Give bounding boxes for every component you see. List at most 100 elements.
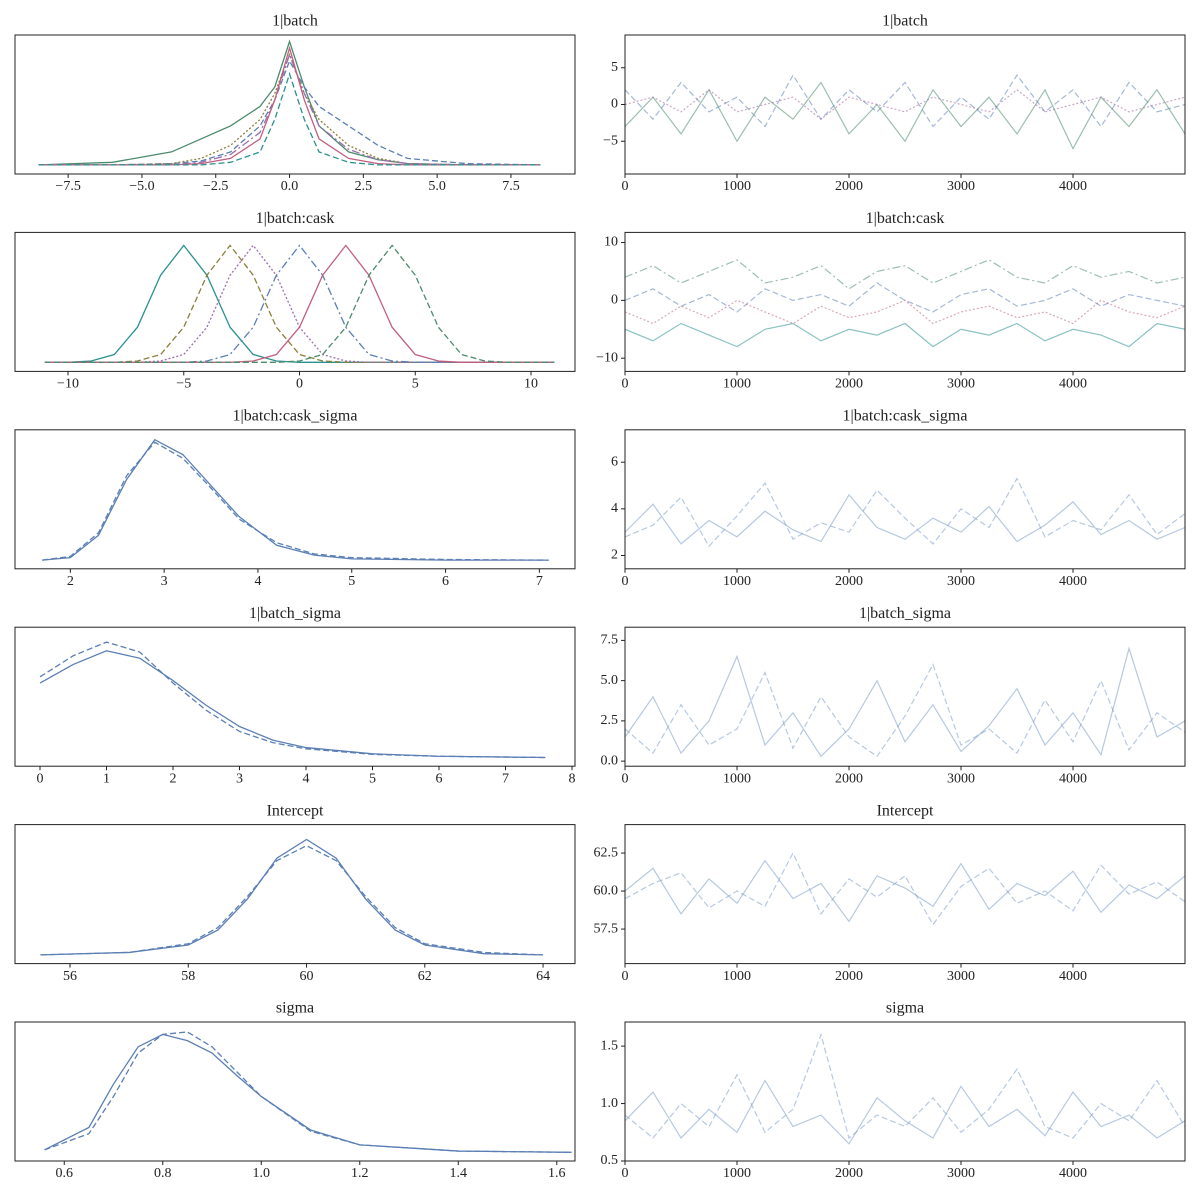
x-tick-label: 5.0 <box>428 179 446 194</box>
x-tick-label: 2000 <box>835 179 863 194</box>
trace-line <box>625 299 1185 325</box>
axes-frame <box>624 626 1186 767</box>
x-tick-label: 4 <box>303 771 310 786</box>
density-line <box>44 1033 572 1153</box>
x-tick-label: −5 <box>176 377 191 392</box>
x-tick-label: 3000 <box>947 771 975 786</box>
density-line <box>38 71 541 166</box>
y-tick-label: 6 <box>611 454 618 469</box>
trace-line <box>625 89 1185 120</box>
x-tick-label: 1000 <box>723 771 751 786</box>
density-line <box>44 244 555 363</box>
axes-frame <box>624 824 1186 965</box>
y-tick-label: 2.5 <box>601 713 619 728</box>
x-tick-label: 2000 <box>835 1166 863 1181</box>
panel-title: 1|batch:cask <box>256 210 335 227</box>
density-line <box>39 650 546 759</box>
x-tick-label: 2000 <box>835 969 863 984</box>
plot-area <box>625 259 1185 348</box>
density-line <box>39 641 546 759</box>
plot-area <box>625 477 1185 548</box>
x-tick-label: 1 <box>103 771 110 786</box>
x-tick-label: −2.5 <box>203 179 228 194</box>
y-tick-label: 57.5 <box>594 921 619 936</box>
panel-title: 1|batch:cask_sigma <box>843 407 968 424</box>
y-tick-label: 1.5 <box>601 1038 619 1053</box>
density-line <box>44 244 555 363</box>
axes-frame <box>14 429 576 570</box>
trace-line <box>625 282 1185 313</box>
x-tick-label: 58 <box>181 969 195 984</box>
y-tick-label: 1.0 <box>601 1096 619 1111</box>
panel-title: 1|batch_sigma <box>249 605 341 622</box>
axes-frame <box>14 34 576 175</box>
panel-title: 1|batch:cask <box>866 210 945 227</box>
x-tick-label: 4000 <box>1059 377 1087 392</box>
trace-line <box>625 663 1185 758</box>
plot-area <box>39 641 546 759</box>
x-tick-label: 5 <box>348 574 355 589</box>
panel-title: sigma <box>886 1000 924 1017</box>
x-tick-label: 4000 <box>1059 179 1087 194</box>
panel-title: Intercept <box>877 802 934 819</box>
panel-title: 1|batch:cask_sigma <box>233 407 358 424</box>
trace-line <box>625 81 1185 150</box>
trace-line <box>625 477 1185 548</box>
trace-line <box>625 1079 1185 1145</box>
x-tick-label: 2.5 <box>355 179 373 194</box>
x-tick-label: 0.0 <box>281 179 299 194</box>
x-tick-label: 2000 <box>835 574 863 589</box>
x-tick-label: −5.0 <box>129 179 154 194</box>
x-tick-label: 1000 <box>723 179 751 194</box>
x-tick-label: 0.8 <box>154 1166 172 1181</box>
x-tick-label: 1.6 <box>548 1166 566 1181</box>
density-line <box>44 244 555 363</box>
y-tick-label: 4 <box>611 501 618 516</box>
x-tick-label: 4000 <box>1059 771 1087 786</box>
y-tick-label: 10 <box>604 235 618 250</box>
trace-line <box>625 493 1185 545</box>
x-tick-label: 0 <box>622 1166 629 1181</box>
x-tick-label: 3000 <box>947 574 975 589</box>
y-tick-label: 0 <box>611 293 618 308</box>
x-tick-label: 60 <box>300 969 314 984</box>
x-tick-label: 0 <box>622 969 629 984</box>
y-tick-label: 0 <box>611 97 618 112</box>
y-tick-label: 2 <box>611 548 618 563</box>
y-tick-label: 0.0 <box>601 753 619 768</box>
density-line <box>40 838 544 956</box>
x-tick-label: 0 <box>37 771 44 786</box>
x-tick-label: 6 <box>436 771 443 786</box>
density-line <box>38 59 541 166</box>
x-tick-label: 1000 <box>723 969 751 984</box>
y-tick-label: 5.0 <box>601 673 619 688</box>
x-tick-label: 4000 <box>1059 1166 1087 1181</box>
x-tick-label: 1.0 <box>253 1166 271 1181</box>
density-line <box>38 52 541 166</box>
x-tick-label: 64 <box>536 969 550 984</box>
axes-frame <box>14 231 576 372</box>
density-line <box>38 39 541 166</box>
trace-line <box>625 851 1185 926</box>
x-tick-label: 0 <box>622 574 629 589</box>
y-tick-label: 62.5 <box>594 845 619 860</box>
panel-title: sigma <box>276 1000 314 1017</box>
plot-area <box>40 838 544 956</box>
x-tick-label: 3000 <box>947 179 975 194</box>
x-tick-label: 6 <box>442 574 449 589</box>
x-tick-label: 0.6 <box>56 1166 74 1181</box>
axes-frame <box>14 1021 576 1162</box>
x-tick-label: 0 <box>622 377 629 392</box>
density-line <box>40 844 544 956</box>
trace-line <box>625 859 1185 923</box>
plot-area <box>44 1031 572 1153</box>
panel-title: Intercept <box>267 802 324 819</box>
x-tick-label: 0 <box>296 377 303 392</box>
x-tick-label: 3 <box>236 771 243 786</box>
plot-area <box>44 244 555 363</box>
x-tick-label: 1.4 <box>450 1166 468 1181</box>
x-tick-label: −7.5 <box>55 179 80 194</box>
x-tick-label: 1.2 <box>351 1166 369 1181</box>
axes-frame <box>624 231 1186 372</box>
x-tick-label: 1000 <box>723 574 751 589</box>
